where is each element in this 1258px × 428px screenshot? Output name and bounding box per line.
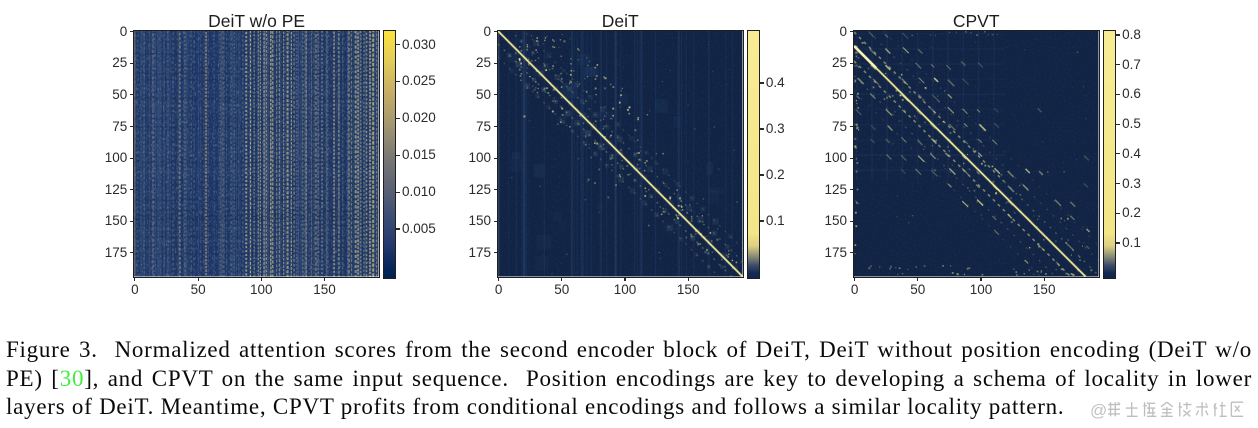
svg-text:@: @ <box>1090 401 1107 420</box>
